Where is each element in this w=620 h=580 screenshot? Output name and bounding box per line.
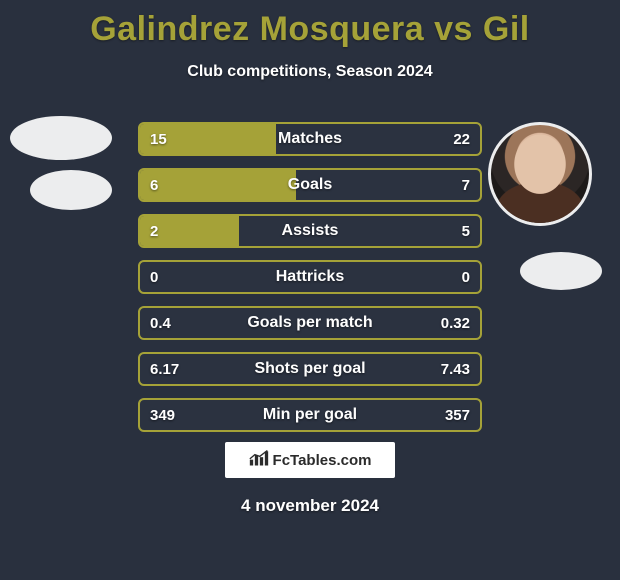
stat-row: 25Assists (138, 214, 482, 248)
player-left-club (30, 170, 112, 210)
player-right-avatar (488, 122, 592, 226)
stat-label: Shots per goal (140, 354, 480, 384)
brand-badge[interactable]: FcTables.com (225, 442, 395, 478)
stats-bars: 1522Matches 67Goals 25Assists 00Hattricks 0.… (138, 122, 482, 444)
stat-label: Goals per match (140, 308, 480, 338)
player-left-avatar (10, 116, 112, 160)
page-title: Galindrez Mosquera vs Gil (0, 0, 620, 49)
stat-row: 00Hattricks (138, 260, 482, 294)
stat-label: Goals (140, 170, 480, 200)
date-text: 4 november 2024 (0, 496, 620, 516)
stat-row: 0.40.32Goals per match (138, 306, 482, 340)
stat-row: 67Goals (138, 168, 482, 202)
stat-row: 6.177.43Shots per goal (138, 352, 482, 386)
brand-icon (249, 449, 269, 472)
stat-row: 349357Min per goal (138, 398, 482, 432)
stat-row: 1522Matches (138, 122, 482, 156)
brand-text: FcTables.com (273, 452, 372, 469)
page-subtitle: Club competitions, Season 2024 (0, 63, 620, 81)
stat-label: Hattricks (140, 262, 480, 292)
stat-label: Assists (140, 216, 480, 246)
stat-label: Matches (140, 124, 480, 154)
stat-label: Min per goal (140, 400, 480, 430)
player-right-club (520, 252, 602, 290)
